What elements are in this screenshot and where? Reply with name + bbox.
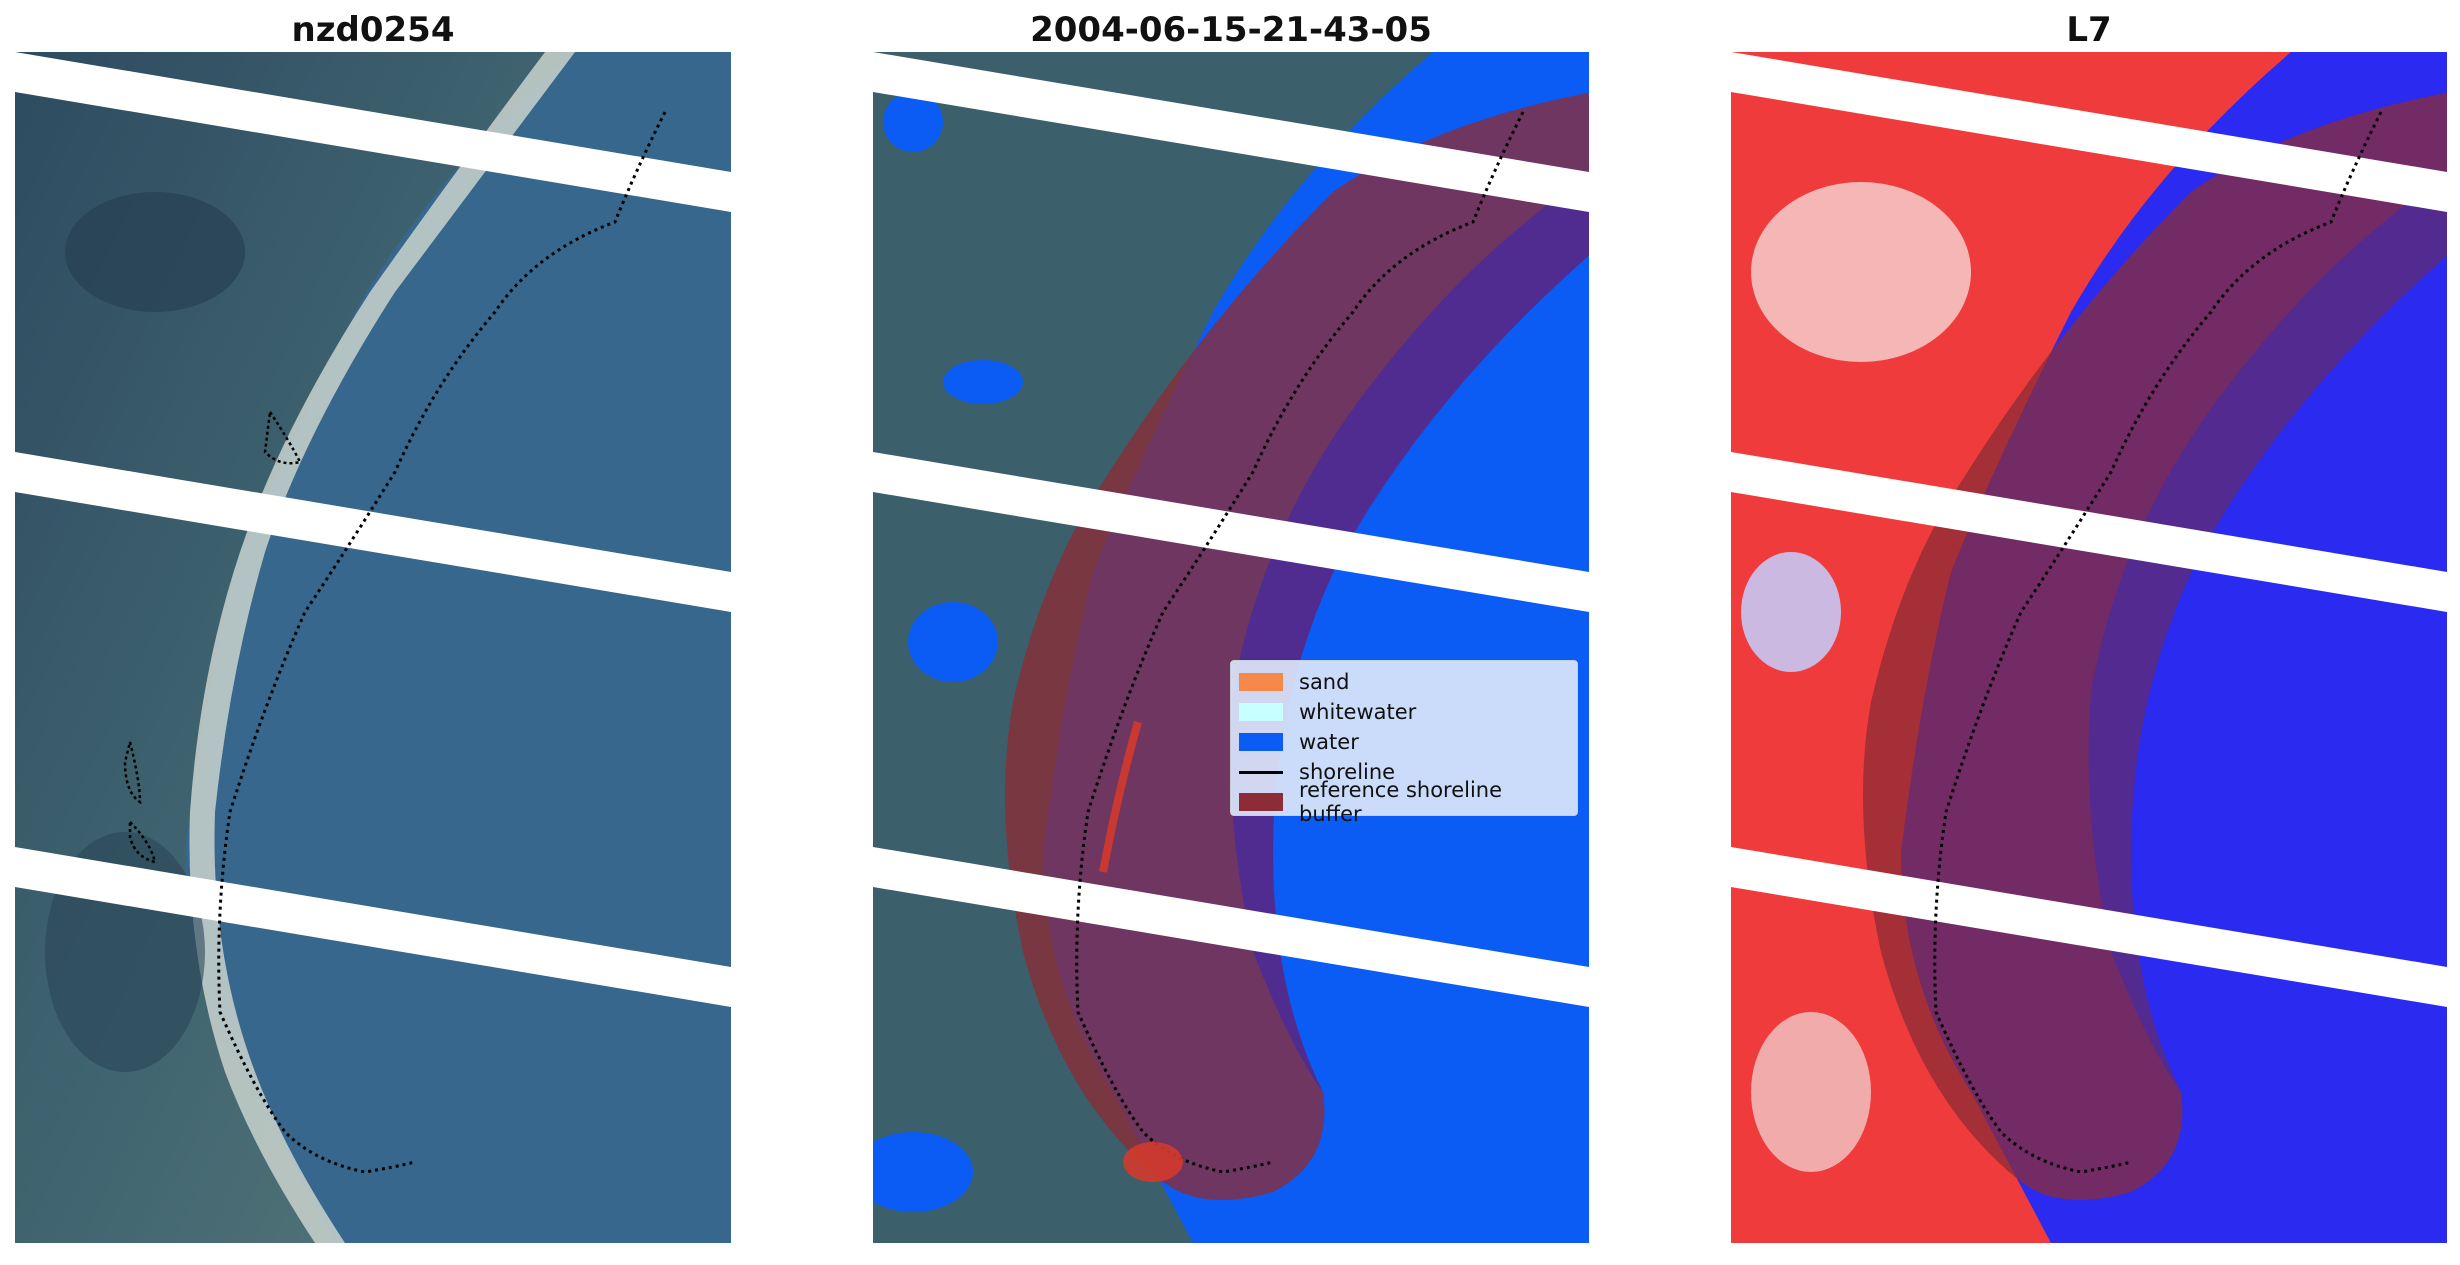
land-area: [873, 52, 1433, 1243]
sand-class: [1099, 720, 1142, 873]
shoreline-line: [1933, 111, 2383, 1174]
legend: sand whitewater water shoreline referenc…: [1230, 660, 1578, 826]
classified-image-panel: [873, 52, 1589, 1243]
legend-label: reference shoreline buffer: [1299, 778, 1503, 826]
sand-swatch: [1239, 673, 1283, 691]
scan-gap: [15, 452, 731, 612]
legend-item-shoreline: shoreline: [1239, 757, 1569, 787]
rgb-image: [15, 52, 731, 1243]
scan-gap: [15, 52, 731, 212]
panel-title-rgb: nzd0254: [291, 10, 455, 50]
legend-item-whitewater: whitewater: [1239, 697, 1569, 727]
classified-image: [873, 52, 1589, 1243]
legend-label: shoreline: [1299, 760, 1396, 784]
beach-strip: [189, 52, 575, 1243]
index-image-panel: [1731, 52, 2447, 1243]
legend-item-water: water: [1239, 727, 1569, 757]
panel-title-classified: 2004-06-15-21-43-05: [1030, 10, 1432, 50]
water-swatch: [1239, 733, 1283, 751]
shoreline-line: [1075, 111, 1525, 1174]
legend-label: whitewater: [1299, 700, 1417, 724]
panel-title-index: L7: [2066, 10, 2112, 50]
legend-item-sand: sand: [1239, 667, 1569, 697]
index-image: [1731, 52, 2447, 1243]
legend-label: water: [1299, 730, 1359, 754]
legend-label: sand: [1299, 670, 1350, 694]
shoreline-swatch: [1239, 770, 1283, 774]
shoreline-line: [217, 111, 667, 1174]
scan-gap: [15, 847, 731, 1007]
rgb-image-panel: [15, 52, 731, 1243]
legend-item-buffer: reference shoreline buffer: [1239, 778, 1569, 826]
buffer-swatch: [1239, 793, 1283, 811]
whitewater-swatch: [1239, 703, 1283, 721]
